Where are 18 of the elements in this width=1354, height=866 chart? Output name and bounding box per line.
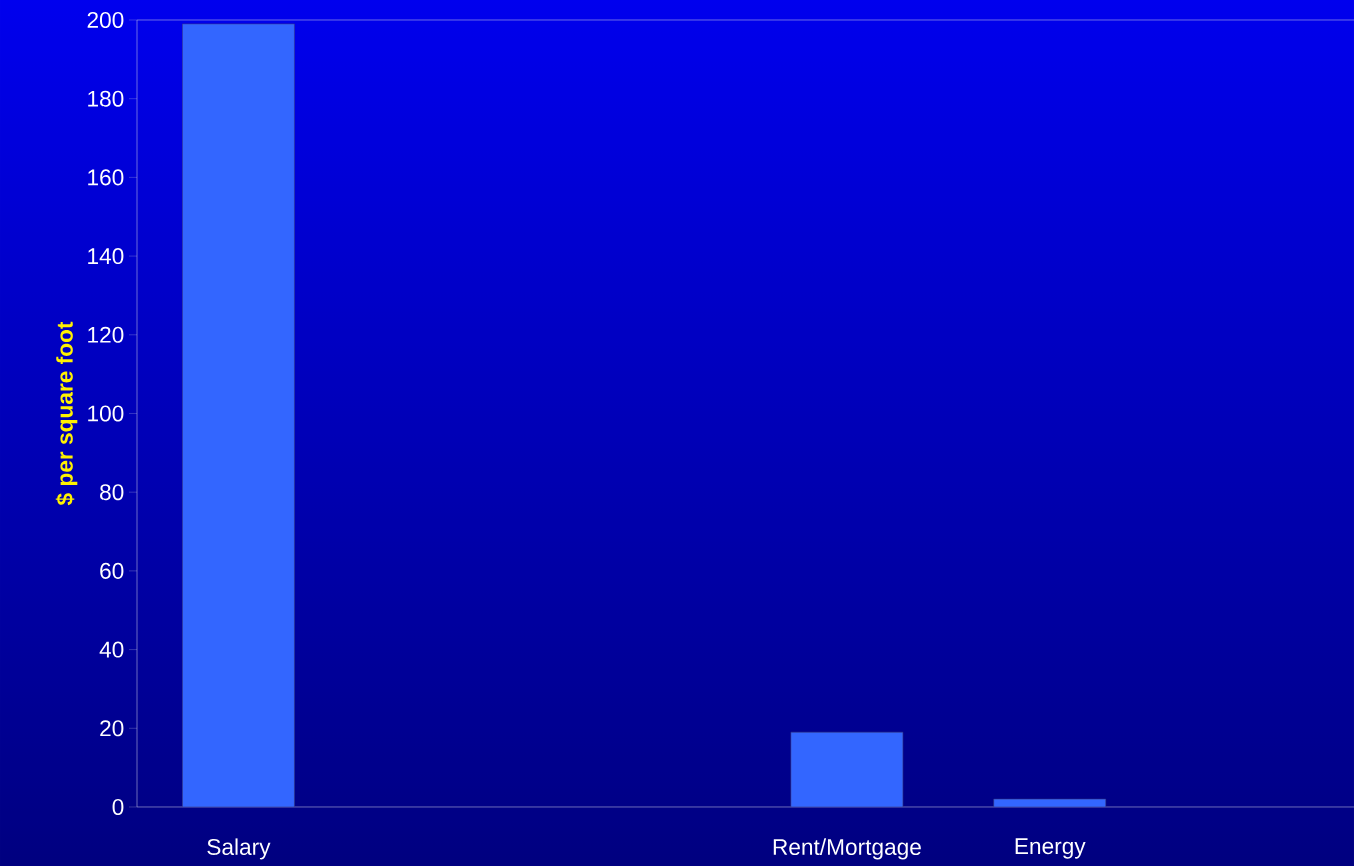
y-tick-label: 100 <box>88 405 124 422</box>
y-tick-label: 40 <box>99 641 124 658</box>
x-tick-label: Energy <box>1015 838 1086 859</box>
x-tick-label: Salary <box>207 838 271 860</box>
y-tick-label: 140 <box>88 248 124 265</box>
y-tick-label: 0 <box>112 798 124 816</box>
y-axis-title: $ per square foot <box>55 321 78 506</box>
y-tick-label: 160 <box>88 169 124 186</box>
y-tick-label: 60 <box>100 562 124 579</box>
y-tick-label: 20 <box>100 720 124 737</box>
y-tick-label: 80 <box>100 484 124 501</box>
y-tick-label: 180 <box>88 90 124 107</box>
y-tick-label: 200 <box>87 11 124 29</box>
x-tick-label: Rent/Mortgage <box>773 838 921 860</box>
y-tick-label: 120 <box>88 326 124 343</box>
bar <box>993 798 1107 807</box>
bar <box>182 23 295 807</box>
bar <box>790 731 904 807</box>
